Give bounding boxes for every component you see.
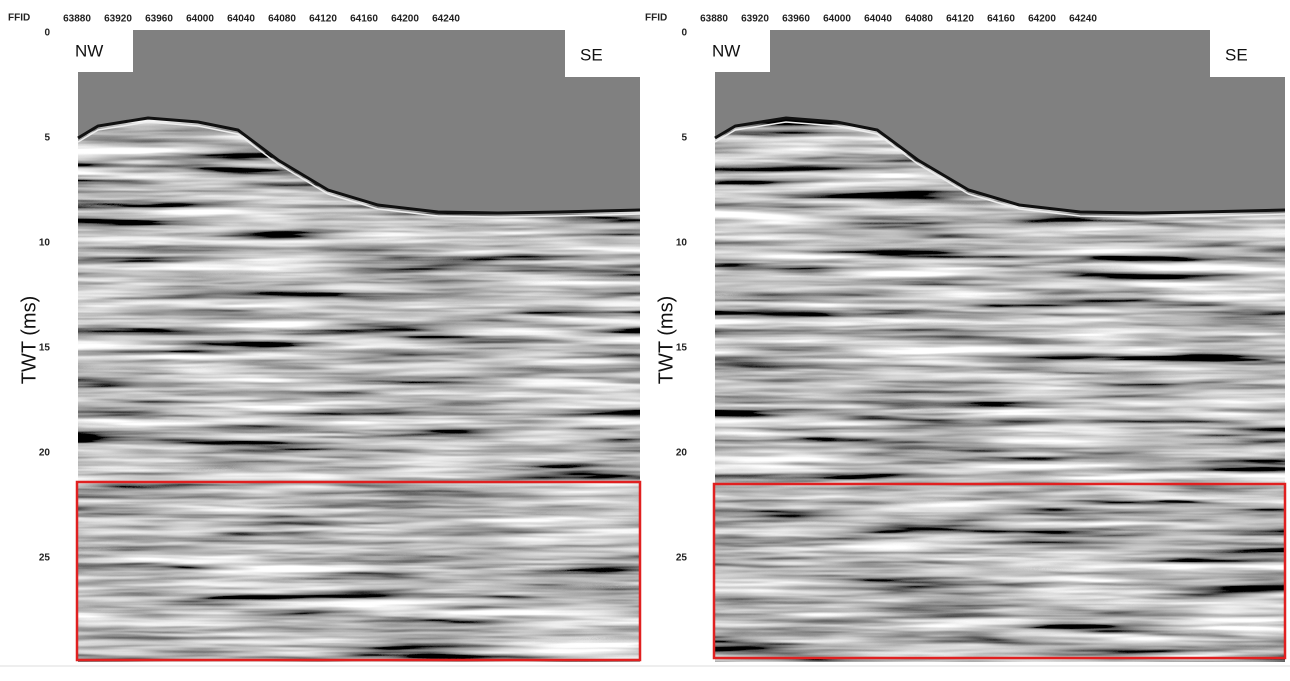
- y-axis-label: TWT (ms): [18, 296, 40, 385]
- y-tick-label: 5: [44, 133, 50, 144]
- y-tick-label: 0: [681, 28, 687, 39]
- seafloor: [77, 116, 641, 215]
- corner-label: SE: [580, 45, 603, 64]
- seafloor-highlight: [714, 121, 1286, 218]
- x-axis-label: FFID: [8, 13, 30, 24]
- y-tick-label: 20: [39, 448, 51, 459]
- y-tick-label: 0: [44, 28, 50, 39]
- x-tick-label: 64120: [946, 14, 974, 25]
- highlight-box: [75, 480, 642, 662]
- x-tick-label: 64200: [391, 14, 419, 25]
- x-axis-label: FFID: [645, 13, 667, 24]
- y-tick-label: 20: [676, 448, 688, 459]
- x-tick-label: 64080: [905, 14, 933, 25]
- panel: NW SE FFID 63880 63920 63960 64000 64040 64080 64…: [645, 13, 1287, 662]
- x-tick-label: 64160: [987, 14, 1015, 25]
- x-tick-label: 64000: [186, 14, 214, 25]
- y-axis-label: TWT (ms): [655, 296, 677, 385]
- y-tick-label: 25: [676, 553, 688, 564]
- x-tick-label: 63880: [700, 14, 728, 25]
- y-tick-label: 15: [676, 343, 688, 354]
- highlight-box: [712, 482, 1287, 660]
- x-tick-label: 64240: [432, 14, 460, 25]
- x-tick-label: 64040: [227, 14, 255, 25]
- x-tick-label: 64080: [268, 14, 296, 25]
- x-tick-label: 63960: [782, 14, 810, 25]
- corner-label: SE: [1225, 45, 1248, 64]
- label-box: [692, 30, 770, 72]
- x-tick-label: 63920: [104, 14, 132, 25]
- seafloor-highlight: [77, 121, 641, 218]
- seafloor: [714, 116, 1286, 215]
- y-tick-label: 15: [39, 343, 51, 354]
- corner-label: NW: [75, 41, 103, 60]
- x-tick-label: 64200: [1028, 14, 1056, 25]
- x-tick-label: 64040: [864, 14, 892, 25]
- y-tick-label: 25: [39, 553, 51, 564]
- corner-label: NW: [712, 41, 740, 60]
- y-tick-label: 10: [39, 238, 51, 249]
- x-tick-label: 64240: [1069, 14, 1097, 25]
- y-tick-label: 10: [676, 238, 688, 249]
- x-tick-label: 63920: [741, 14, 769, 25]
- panel: NW SE FFID 63880 63920 63960 64000 64040 64080 64…: [8, 13, 642, 662]
- x-tick-label: 64120: [309, 14, 337, 25]
- label-box: [1210, 30, 1285, 77]
- label-box: [55, 30, 133, 72]
- x-tick-label: 64000: [823, 14, 851, 25]
- x-tick-label: 64160: [350, 14, 378, 25]
- x-tick-label: 63880: [63, 14, 91, 25]
- x-tick-label: 63960: [145, 14, 173, 25]
- y-tick-label: 5: [681, 133, 687, 144]
- label-box: [565, 30, 640, 77]
